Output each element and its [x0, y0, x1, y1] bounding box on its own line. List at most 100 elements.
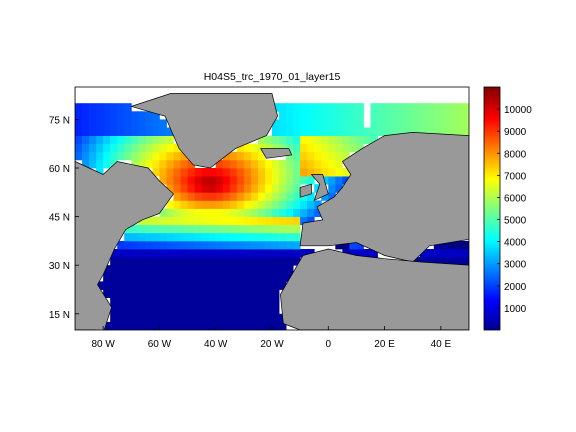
field-cell: [272, 168, 280, 177]
field-cell: [440, 111, 449, 120]
field-cell: [391, 103, 400, 112]
field-cell: [264, 305, 273, 315]
field-cell: [194, 321, 203, 330]
field-cell: [279, 249, 287, 258]
field-cell: [279, 208, 287, 217]
field-cell: [307, 208, 315, 217]
field-cell: [138, 265, 146, 274]
field-cell: [307, 159, 315, 169]
field-cell: [166, 168, 174, 177]
field-cell: [236, 240, 245, 250]
field-cell: [370, 127, 378, 136]
field-cell: [272, 289, 280, 298]
field-cell: [194, 297, 203, 307]
field-cell: [454, 111, 463, 120]
field-cell: [307, 127, 315, 136]
field-cell: [117, 289, 125, 298]
field-cell: [166, 224, 174, 234]
field-cell: [236, 232, 245, 242]
field-cell: [110, 313, 118, 323]
field-cell: [173, 273, 181, 282]
field-cell: [103, 143, 111, 153]
field-cell: [173, 249, 181, 258]
field-cell: [131, 257, 139, 266]
field-cell: [103, 127, 111, 136]
field-cell: [173, 143, 181, 153]
field-cell: [166, 321, 174, 330]
field-cell: [286, 176, 294, 185]
field-cell: [75, 135, 83, 145]
field-cell: [335, 135, 343, 145]
field-cell: [426, 249, 435, 258]
field-cell: [454, 249, 463, 258]
field-cell: [117, 103, 125, 112]
field-cell: [356, 240, 364, 250]
field-cell: [264, 240, 273, 250]
field-cell: [145, 143, 153, 153]
field-cell: [243, 232, 252, 242]
field-cell: [215, 257, 224, 266]
field-cell: [243, 281, 252, 290]
field-cell: [356, 127, 364, 136]
field-cell: [243, 289, 252, 298]
field-cell: [384, 127, 393, 136]
x-tick-label: 60 W: [148, 339, 172, 350]
x-tick-label: 40 W: [204, 339, 228, 350]
field-cell: [243, 273, 252, 282]
field-cell: [159, 297, 167, 307]
field-cell: [89, 103, 97, 112]
field-cell: [152, 281, 160, 290]
field-cell: [208, 321, 217, 330]
field-cell: [293, 232, 301, 242]
field-cell: [243, 143, 252, 153]
field-cell: [257, 257, 266, 266]
field-cell: [250, 143, 259, 153]
field-cell: [208, 192, 217, 201]
field-cell: [138, 127, 146, 136]
field-cell: [440, 119, 449, 128]
field-cell: [293, 127, 301, 136]
field-cell: [243, 265, 252, 274]
field-cell: [349, 143, 357, 153]
field-cell: [159, 281, 167, 290]
field-cell: [117, 249, 125, 258]
field-cell: [250, 224, 259, 234]
field-cell: [194, 281, 203, 290]
field-cell: [159, 273, 167, 282]
field-cell: [236, 273, 245, 282]
y-tick-label: 30 N: [49, 261, 70, 272]
field-cell: [124, 111, 132, 120]
field-cell: [159, 119, 167, 128]
field-cell: [314, 151, 322, 161]
field-cell: [131, 305, 139, 315]
field-cell: [117, 127, 125, 136]
field-cell: [131, 159, 139, 169]
field-cell: [194, 224, 203, 234]
x-tick-label: 40 E: [431, 339, 452, 350]
field-cell: [152, 127, 160, 136]
field-cell: [293, 168, 301, 177]
field-cell: [257, 143, 266, 153]
field-cell: [187, 273, 196, 282]
field-cell: [272, 159, 280, 169]
field-cell: [187, 232, 196, 242]
field-cell: [222, 240, 231, 250]
x-tick-label: 20 E: [374, 339, 395, 350]
field-cell: [314, 143, 322, 153]
field-cell: [272, 240, 280, 250]
field-cell: [159, 232, 167, 242]
field-cell: [300, 143, 308, 153]
field-cell: [145, 232, 153, 242]
field-cell: [201, 281, 210, 290]
field-cell: [173, 184, 181, 193]
field-cell: [328, 143, 336, 153]
field-cell: [454, 257, 463, 266]
ocean-tracer-field: [75, 103, 469, 330]
field-cell: [201, 273, 210, 282]
field-cell: [243, 297, 252, 307]
field-cell: [110, 273, 118, 282]
field-cell: [138, 273, 146, 282]
field-cell: [215, 192, 224, 201]
field-cell: [166, 257, 174, 266]
field-cell: [194, 289, 203, 298]
